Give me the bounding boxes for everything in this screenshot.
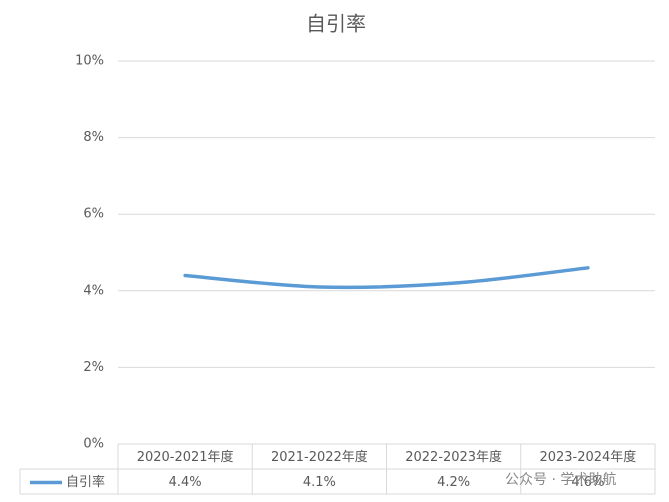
legend-label: 自引率 xyxy=(66,474,105,490)
y-tick-label: 0% xyxy=(83,437,104,452)
watermark: 公众号 · 学术助航 xyxy=(505,472,616,488)
y-tick-label: 4% xyxy=(83,283,104,298)
data-label: 4.4% xyxy=(169,475,202,490)
x-tick-label: 2022-2023年度 xyxy=(405,449,502,465)
x-tick-label: 2023-2024年度 xyxy=(539,449,636,465)
y-tick-label: 6% xyxy=(83,207,104,222)
y-tick-label: 8% xyxy=(83,130,104,145)
data-label: 4.1% xyxy=(303,475,336,490)
x-tick-label: 2021-2022年度 xyxy=(271,449,368,465)
x-tick-label: 2020-2021年度 xyxy=(137,449,234,465)
data-label: 4.2% xyxy=(437,475,470,490)
data-label: 4.6% xyxy=(571,475,604,490)
data-line xyxy=(183,266,590,290)
y-tick-label: 10% xyxy=(75,54,104,69)
chart-title: 自引率 xyxy=(306,12,366,36)
y-tick-label: 2% xyxy=(83,360,104,375)
